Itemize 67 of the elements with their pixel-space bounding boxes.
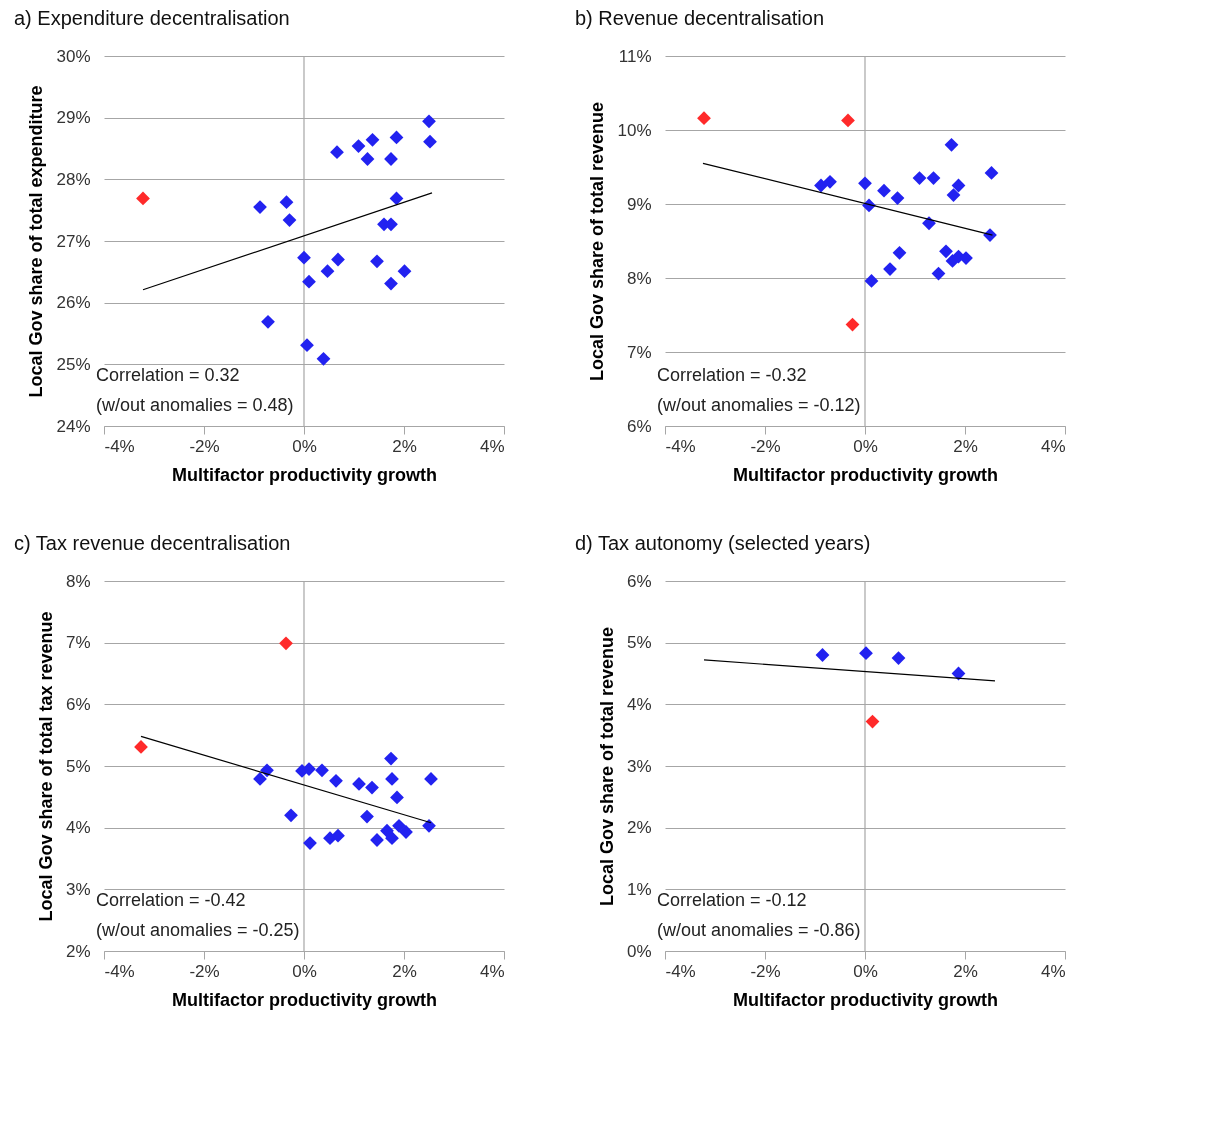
y-tick-label: 10% — [617, 120, 652, 140]
x-tick-label: 4% — [479, 961, 505, 981]
x-tick-label: -4% — [665, 961, 696, 981]
chart-title: a) Expenditure decentralisation — [14, 7, 290, 29]
y-axis-title: Local Gov share of total revenue — [596, 626, 617, 907]
y-tick-label: 7% — [626, 342, 652, 362]
y-tick-label: 29% — [56, 108, 91, 128]
y-tick-label: 24% — [56, 416, 91, 436]
y-tick-label: 27% — [56, 231, 91, 251]
annotation: (w/out anomalies = -0.25) — [96, 920, 300, 940]
annotation: Correlation = 0.32 — [96, 365, 240, 385]
x-axis-title: Multifactor productivity growth — [733, 464, 998, 485]
x-tick-label: 2% — [953, 961, 978, 981]
chart-title: c) Tax revenue decentralisation — [14, 532, 291, 554]
x-tick-label: 2% — [953, 436, 978, 456]
y-tick-label: 7% — [65, 633, 91, 653]
y-tick-label: 4% — [65, 818, 91, 838]
annotation: (w/out anomalies = 0.48) — [96, 395, 294, 415]
y-tick-label: 26% — [56, 293, 91, 313]
y-tick-label: 2% — [65, 941, 91, 961]
x-axis-title: Multifactor productivity growth — [172, 464, 437, 485]
x-tick-label: 0% — [853, 961, 878, 981]
x-tick-label: 4% — [1040, 961, 1066, 981]
y-tick-label: 6% — [626, 571, 652, 591]
x-tick-label: -2% — [750, 436, 781, 456]
x-tick-label: 0% — [292, 961, 317, 981]
y-tick-label: 6% — [65, 694, 91, 714]
y-tick-label: 2% — [626, 818, 652, 838]
y-tick-label: 25% — [56, 354, 91, 374]
y-tick-label: 8% — [65, 571, 91, 591]
y-tick-label: 6% — [626, 416, 652, 436]
chart-title: b) Revenue decentralisation — [575, 7, 825, 29]
x-tick-label: 2% — [392, 961, 417, 981]
x-tick-label: -4% — [665, 436, 696, 456]
x-tick-label: -2% — [189, 961, 220, 981]
y-tick-label: 8% — [626, 268, 652, 288]
y-axis-title: Local Gov share of total tax revenue — [35, 611, 56, 922]
y-tick-label: 4% — [626, 694, 652, 714]
x-tick-label: -4% — [104, 436, 135, 456]
y-tick-label: 5% — [65, 756, 91, 776]
x-tick-label: 4% — [479, 436, 505, 456]
annotation: Correlation = -0.32 — [657, 365, 807, 385]
y-tick-label: 3% — [65, 879, 91, 899]
chart-title: d) Tax autonomy (selected years) — [575, 532, 871, 554]
y-tick-label: 1% — [626, 879, 652, 899]
y-tick-label: 28% — [56, 169, 91, 189]
annotation: Correlation = -0.12 — [657, 890, 807, 910]
y-axis-title: Local Gov share of total expenditure — [26, 85, 47, 398]
x-tick-label: -4% — [104, 961, 135, 981]
x-tick-label: -2% — [189, 436, 220, 456]
y-tick-label: 3% — [626, 756, 652, 776]
y-tick-label: 11% — [618, 46, 652, 66]
annotation: Correlation = -0.42 — [96, 890, 246, 910]
y-tick-label: 9% — [626, 194, 652, 214]
x-axis-title: Multifactor productivity growth — [172, 989, 437, 1010]
x-tick-label: 2% — [392, 436, 417, 456]
y-tick-label: 0% — [626, 941, 652, 961]
x-tick-label: 0% — [292, 436, 317, 456]
y-tick-label: 30% — [56, 46, 91, 66]
x-tick-label: 0% — [853, 436, 878, 456]
annotation: (w/out anomalies = -0.86) — [657, 920, 861, 940]
y-axis-title: Local Gov share of total revenue — [587, 101, 608, 382]
x-tick-label: -2% — [750, 961, 781, 981]
x-axis-title: Multifactor productivity growth — [733, 989, 998, 1010]
annotation: (w/out anomalies = -0.12) — [657, 395, 861, 415]
x-tick-label: 4% — [1040, 436, 1066, 456]
y-tick-label: 5% — [626, 633, 652, 653]
